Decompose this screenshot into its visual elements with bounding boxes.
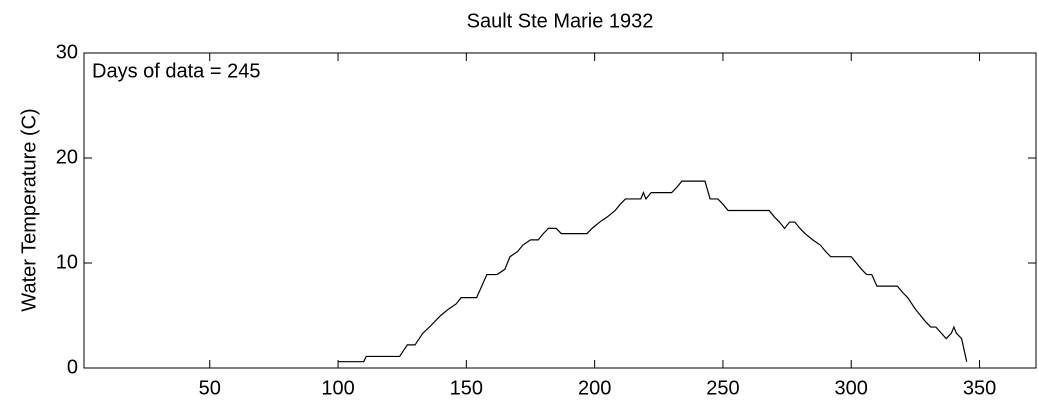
y-tick-label: 20 (56, 146, 78, 168)
x-tick-label: 200 (578, 377, 611, 399)
x-tick-label: 50 (199, 377, 221, 399)
x-tick-label: 250 (706, 377, 739, 399)
data-line (338, 180, 968, 363)
axes-box (83, 52, 1037, 369)
x-tick-label: 350 (963, 377, 996, 399)
y-tick-label: 30 (56, 41, 78, 63)
y-tick-label: 0 (67, 356, 78, 378)
y-tick-label: 10 (56, 251, 78, 273)
chart-title: Sault Ste Marie 1932 (467, 10, 654, 32)
y-axis-label: Water Temperature (C) (18, 108, 40, 311)
x-tick-label: 100 (321, 377, 354, 399)
x-tick-label: 300 (835, 377, 868, 399)
annotation: Days of data = 245 (92, 60, 260, 82)
x-tick-label: 150 (450, 377, 483, 399)
